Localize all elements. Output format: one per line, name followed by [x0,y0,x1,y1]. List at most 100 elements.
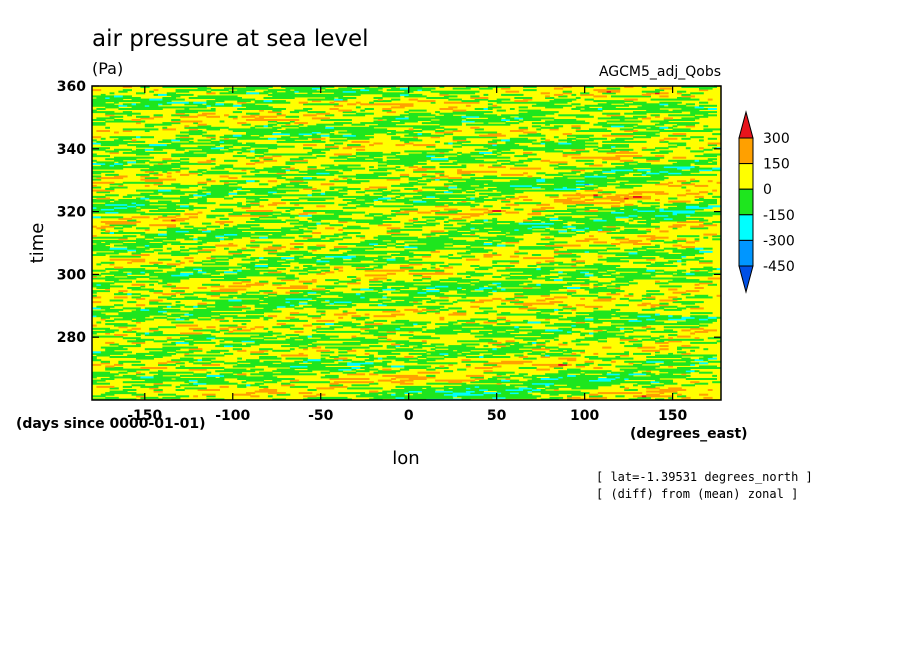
heatmap-cell [624,389,638,391]
heatmap-cell [351,257,383,260]
heatmap-cell [699,87,713,90]
heatmap-cell [382,360,392,363]
heatmap-cell [184,103,203,106]
heatmap-cell [338,109,352,112]
heatmap-cell [558,370,612,373]
heatmap-cell [426,398,462,400]
colorbar-extend-top [738,110,754,139]
heatmap-cell [276,122,291,125]
heatmap-cell [712,381,721,384]
heatmap-cell [127,272,132,275]
heatmap-cell [637,315,651,318]
heatmap-cell [685,290,700,293]
heatmap-cell [540,186,564,189]
heatmap-cell [523,376,537,379]
heatmap-cell [567,374,577,377]
heatmap-cell [180,293,194,296]
heatmap-cell [681,93,691,96]
heatmap-cell [131,271,141,274]
heatmap-cell [100,346,124,349]
heatmap-cell [413,170,445,173]
heatmap-cell [228,294,269,297]
heatmap-cell [162,280,181,283]
heatmap-cell [531,104,572,107]
heatmap-cell [417,100,436,103]
heatmap-cell [122,151,168,154]
heatmap-cell [105,341,115,344]
heatmap-cell [457,287,462,289]
heatmap-cell [210,316,225,319]
heatmap-cell [408,181,418,184]
heatmap-cell [246,119,300,121]
heatmap-cell [197,181,207,184]
heatmap-cell [668,134,687,137]
heatmap-cell [219,238,225,241]
heatmap-cell [342,147,352,150]
heatmap-cell [426,235,432,238]
heatmap-cell [575,232,585,234]
heatmap-cell [105,323,128,326]
heatmap-cell [540,354,546,357]
heatmap-cell [149,299,163,302]
heatmap-cell [391,365,405,368]
heatmap-cell [650,304,669,307]
heatmap-cell [311,362,322,365]
heatmap-cell [166,310,212,313]
heatmap-cell [646,158,660,161]
heatmap-cell [285,305,295,308]
heatmap-cell [311,131,322,134]
heatmap-cell [584,104,629,107]
heatmap-cell [641,172,647,175]
heatmap-cell [712,161,717,164]
heatmap-cell [443,356,458,358]
heatmap-cell [333,266,344,269]
heatmap-cell [474,227,484,230]
heatmap-cell [518,112,555,115]
heatmap-cell [105,126,110,129]
heatmap-cell [628,315,638,318]
heatmap-cell [180,173,190,176]
heatmap-cell [663,203,709,206]
heatmap-cell [153,316,168,319]
heatmap-cell [655,379,673,382]
heatmap-cell [567,282,590,285]
heatmap-cell [369,354,374,357]
heatmap-cell [624,370,638,373]
heatmap-cell [677,351,687,354]
heatmap-cell [391,210,401,212]
heatmap-cell [624,161,638,164]
heatmap-cell [206,216,216,219]
heatmap-cell [127,354,146,357]
heatmap-cell [96,206,115,209]
heatmap-cell [518,307,537,310]
heatmap-cell [439,365,445,368]
heatmap-cell [180,139,190,142]
heatmap-cell [457,169,462,172]
heatmap-cell [171,359,198,362]
heatmap-cell [580,287,590,289]
heatmap-cell [593,287,607,289]
heatmap-cell [492,265,515,267]
heatmap-cell [540,321,550,324]
heatmap-cell [487,183,537,186]
heatmap-cell [435,312,440,315]
heatmap-cell [417,247,484,250]
heatmap-cell [655,261,673,264]
heatmap-cell [197,389,220,391]
heatmap-cell [285,123,291,126]
heatmap-cell [360,363,388,366]
heatmap-cell [628,216,638,219]
heatmap-cell [575,239,590,242]
heatmap-cell [307,151,326,154]
heatmap-cell [285,357,308,360]
heatmap-cell [351,335,357,338]
heatmap-cell [655,183,669,186]
heatmap-cell [281,183,300,186]
heatmap-cell [584,337,607,340]
heatmap-cell [663,217,673,220]
heatmap-cell [501,282,524,285]
heatmap-cell [637,208,660,211]
y-tick-label: 340 [57,142,86,158]
heatmap-cell [641,308,656,311]
heatmap-cell [338,280,357,283]
